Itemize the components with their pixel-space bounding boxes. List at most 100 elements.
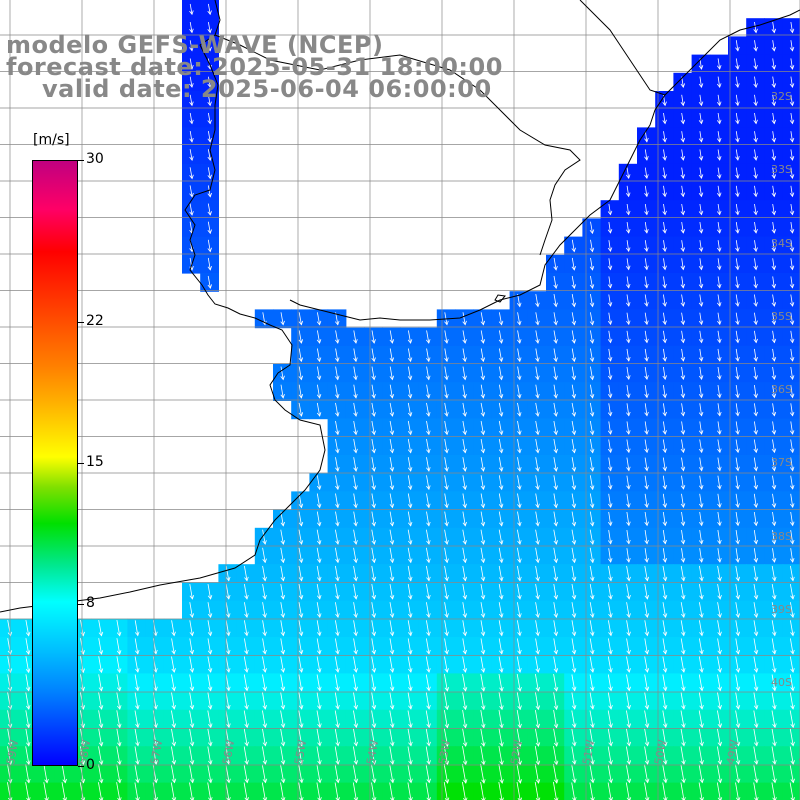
wind-arrow — [189, 112, 194, 125]
wind-arrow — [717, 746, 723, 765]
wind-arrow — [517, 602, 522, 619]
wind-arrow — [699, 584, 704, 600]
wind-arrow — [662, 403, 667, 417]
wind-arrow — [316, 312, 322, 326]
wind-arrow — [262, 584, 267, 600]
wind-arrow — [680, 294, 686, 307]
wind-cell — [782, 72, 800, 92]
wind-arrow — [626, 565, 631, 582]
wind-arrow — [371, 565, 377, 582]
wind-arrow — [716, 258, 722, 271]
wind-arrow — [625, 276, 631, 289]
wind-arrow — [517, 529, 522, 545]
wind-arrow — [243, 692, 249, 710]
wind-arrow — [626, 746, 632, 765]
wind-arrow — [771, 475, 777, 490]
wind-arrow — [535, 710, 541, 729]
wind-arrow — [589, 565, 595, 582]
wind-arrow — [680, 312, 686, 326]
wind-arrow — [535, 511, 540, 527]
wind-arrow — [244, 584, 249, 600]
wind-arrow — [644, 511, 649, 527]
wind-arrow — [735, 403, 740, 417]
wind-arrow — [535, 584, 540, 600]
wind-arrow — [753, 76, 758, 89]
wind-arrow — [680, 692, 686, 710]
wind-arrow — [98, 710, 104, 729]
wind-arrow — [698, 439, 704, 454]
wind-arrow — [498, 439, 504, 454]
lon-label: 53W — [436, 739, 453, 766]
wind-arrow — [244, 638, 249, 655]
colorbar — [32, 160, 78, 766]
wind-arrow — [680, 602, 686, 619]
wind-arrow — [626, 674, 631, 692]
wind-arrow — [644, 457, 649, 472]
wind-arrow — [407, 547, 413, 564]
wind-arrow — [753, 40, 758, 52]
wind-arrow — [553, 547, 559, 564]
lon-label: 52W — [508, 739, 525, 766]
wind-arrow — [116, 692, 122, 710]
wind-arrow — [589, 710, 595, 729]
wind-arrow — [662, 710, 668, 729]
wind-arrow — [371, 602, 377, 619]
wind-arrow — [698, 692, 704, 710]
wind-arrow — [498, 384, 504, 399]
wind-arrow — [789, 366, 795, 381]
wind-arrow — [589, 257, 595, 271]
wind-arrow — [316, 565, 322, 582]
wind-arrow — [644, 276, 649, 289]
wind-arrow — [262, 602, 267, 619]
wind-arrow — [371, 330, 376, 344]
wind-arrow — [98, 638, 104, 655]
wind-arrow — [353, 439, 358, 454]
wind-arrow — [589, 511, 595, 527]
wind-arrow — [371, 584, 377, 600]
wind-arrow — [444, 511, 449, 527]
wind-arrow — [735, 258, 740, 271]
wind-arrow — [644, 330, 649, 344]
wind-arrow — [353, 547, 358, 564]
wind-arrow — [407, 584, 413, 600]
wind-arrow — [771, 131, 777, 143]
wind-arrow — [753, 258, 758, 271]
wind-arrow — [717, 602, 722, 619]
wind-arrow — [753, 94, 758, 107]
wind-arrow — [553, 565, 559, 582]
wind-arrow — [189, 746, 195, 765]
wind-arrow — [735, 240, 740, 253]
lat-label: 39S — [771, 603, 792, 616]
wind-arrow — [662, 240, 667, 253]
wind-arrow — [98, 620, 104, 637]
wind-arrow — [680, 203, 686, 216]
wind-arrow — [25, 674, 31, 692]
wind-arrow — [498, 493, 504, 509]
wind-arrow — [753, 58, 758, 70]
wind-arrow — [189, 94, 194, 107]
wind-arrow — [589, 620, 595, 637]
wind-cell — [782, 127, 800, 147]
wind-arrow — [353, 330, 358, 344]
wind-arrow — [680, 385, 686, 399]
wind-arrow — [462, 529, 467, 545]
wind-arrow — [626, 656, 631, 673]
wind-arrow — [498, 565, 504, 582]
wind-arrow — [389, 602, 395, 619]
wind-arrow — [426, 602, 431, 619]
wind-arrow — [789, 764, 795, 784]
wind-arrow — [444, 674, 450, 692]
wind-arrow — [316, 782, 322, 800]
wind-arrow — [735, 511, 740, 527]
wind-arrow — [517, 511, 522, 527]
wind-arrow — [407, 565, 413, 582]
wind-arrow — [589, 584, 595, 600]
wind-arrow — [553, 511, 558, 527]
wind-arrow — [735, 584, 741, 600]
wind-arrow — [243, 728, 249, 747]
wind-arrow — [698, 710, 704, 729]
wind-arrow — [662, 294, 667, 307]
lat-label: 38S — [771, 530, 792, 543]
wind-arrow — [207, 3, 212, 16]
wind-arrow — [371, 710, 377, 729]
